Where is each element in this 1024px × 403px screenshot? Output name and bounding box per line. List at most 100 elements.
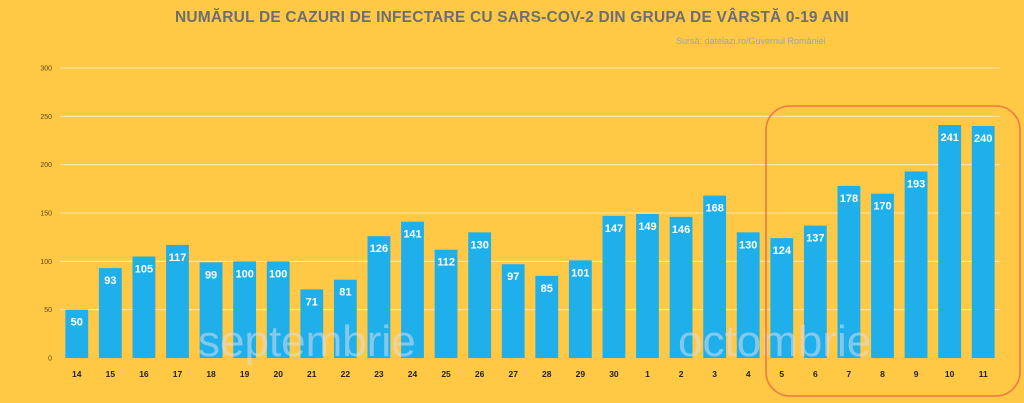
bar (401, 221, 424, 358)
data-label: 149 (638, 221, 656, 233)
data-label: 50 (71, 317, 83, 329)
watermark-october: octombrie (678, 317, 871, 366)
bar (803, 225, 827, 358)
x-tick-label: 3 (712, 369, 717, 379)
x-tick-label: 1 (645, 369, 650, 379)
x-axis-ticks: 14 15 16 17 18 19 20 21 22 23 24 25 26 27 28 29 30 1 2 3 4 5 6… (72, 369, 988, 379)
x-tick-label: 16 (139, 369, 149, 379)
data-label: 147 (605, 223, 623, 235)
x-tick-label: 22 (341, 369, 351, 379)
bar (333, 279, 357, 358)
bar (904, 171, 928, 358)
watermark-september: septembrie (198, 317, 416, 366)
bar (266, 261, 290, 358)
x-tick-label: 30 (609, 369, 619, 379)
data-label: 241 (940, 132, 958, 144)
x-tick-label: 18 (206, 369, 216, 379)
data-labels: 50 93 105 117 99 100 100 71 81 126 141 112 130 97 85 10… (71, 132, 993, 329)
x-tick-label: 25 (441, 369, 451, 379)
data-label: 85 (541, 283, 553, 295)
data-label: 100 (235, 268, 253, 280)
bar (703, 195, 727, 358)
data-label: 130 (470, 239, 488, 251)
x-tick-label: 2 (679, 369, 684, 379)
y-tick-label: 0 (48, 356, 52, 363)
bars (65, 125, 995, 359)
data-label: 126 (370, 243, 388, 255)
x-tick-label: 4 (746, 369, 751, 379)
bar (65, 309, 89, 358)
y-tick-label: 150 (40, 211, 52, 218)
y-axis-ticks: 0 50 100 150 200 250 300 (40, 66, 52, 363)
x-tick-label: 21 (307, 369, 317, 379)
data-label: 124 (773, 245, 792, 257)
data-label: 130 (739, 239, 757, 251)
bar (367, 236, 391, 358)
data-label: 240 (974, 133, 992, 145)
bar (602, 215, 626, 358)
bar (736, 232, 760, 358)
data-label: 99 (205, 269, 217, 281)
bar (669, 216, 693, 358)
data-label: 105 (135, 264, 153, 276)
y-tick-label: 300 (40, 66, 52, 73)
bar (98, 268, 122, 358)
x-tick-label: 28 (542, 369, 552, 379)
data-label: 146 (672, 224, 690, 236)
data-label: 71 (306, 296, 318, 308)
data-label: 168 (705, 203, 723, 215)
bar (636, 213, 659, 358)
x-tick-label: 29 (576, 369, 586, 379)
bar (501, 264, 525, 358)
x-tick-label: 7 (847, 369, 852, 379)
x-tick-label: 10 (945, 369, 955, 379)
bar (837, 185, 861, 358)
bar (468, 232, 492, 358)
data-label: 97 (507, 271, 519, 283)
data-label: 170 (873, 201, 891, 213)
bar (434, 249, 458, 358)
bar (938, 125, 962, 359)
x-tick-label: 27 (508, 369, 518, 379)
x-tick-label: 19 (240, 369, 250, 379)
bar (300, 289, 324, 358)
bar (535, 275, 559, 358)
x-tick-label: 6 (813, 369, 818, 379)
bar (971, 126, 995, 358)
bar (770, 238, 794, 358)
data-label: 112 (437, 257, 455, 269)
x-tick-label: 14 (72, 369, 82, 379)
x-tick-label: 11 (979, 369, 988, 379)
bar (132, 256, 156, 358)
data-label: 178 (840, 193, 858, 205)
x-tick-label: 9 (914, 369, 919, 379)
bar (166, 244, 189, 358)
x-tick-label: 24 (408, 369, 418, 379)
bar (568, 260, 592, 358)
source-note: Sursă: datelazi.ro/Guvernul României (676, 36, 826, 46)
chart-title: NUMĂRUL DE CAZURI DE INFECTARE CU SARS-C… (175, 9, 849, 26)
y-tick-label: 100 (40, 259, 52, 266)
x-tick-label: 20 (273, 369, 283, 379)
x-tick-label: 23 (374, 369, 384, 379)
x-tick-label: 26 (475, 369, 485, 379)
data-label: 81 (339, 287, 351, 299)
x-tick-label: 5 (779, 369, 784, 379)
y-tick-label: 250 (40, 114, 52, 121)
bar (199, 262, 223, 358)
bar (233, 261, 257, 358)
data-label: 137 (806, 233, 824, 245)
data-label: 101 (571, 267, 589, 279)
data-label: 193 (907, 178, 925, 190)
data-label: 100 (269, 268, 287, 280)
bar (871, 193, 894, 358)
x-tick-label: 8 (880, 369, 885, 379)
x-tick-label: 15 (106, 369, 116, 379)
x-tick-label: 17 (173, 369, 183, 379)
data-label: 93 (104, 275, 116, 287)
y-tick-label: 50 (44, 307, 52, 314)
y-tick-label: 200 (40, 162, 52, 169)
data-label: 141 (403, 229, 421, 241)
october-highlight-box (765, 105, 1021, 397)
